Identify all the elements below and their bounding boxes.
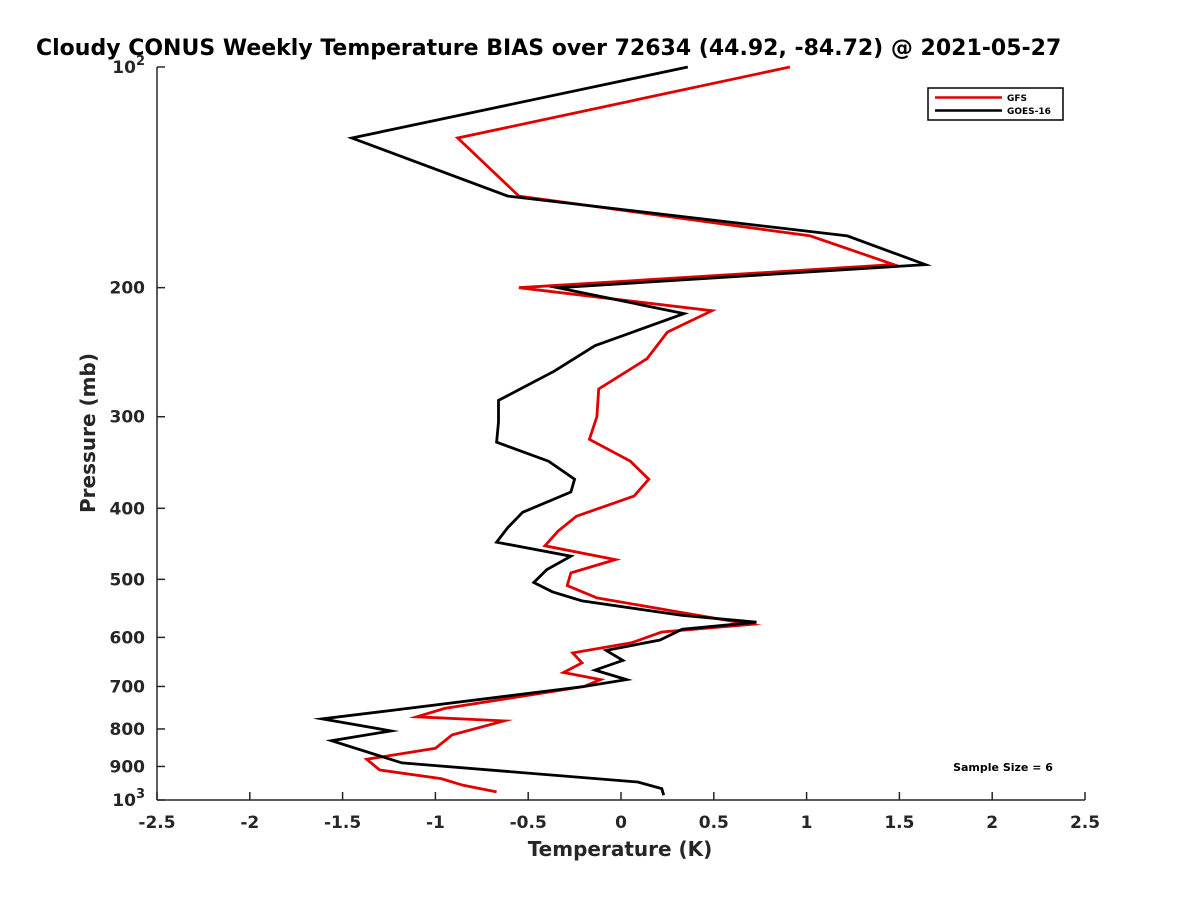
- x-axis-label: Temperature (K): [528, 837, 713, 861]
- y-axis-label: Pressure (mb): [76, 353, 100, 513]
- y-tick-label: 500: [110, 570, 146, 590]
- x-tick-label: -1: [426, 813, 445, 833]
- y-tick-label-top: 102: [112, 54, 145, 78]
- legend-label-gfs: GFS: [1007, 94, 1027, 104]
- y-tick-label: 800: [110, 720, 146, 740]
- x-tick-label: 0: [615, 813, 627, 833]
- y-tick-label: 200: [110, 279, 146, 299]
- y-tick-label-bottom: 103: [112, 787, 145, 811]
- legend: GFS GOES-16: [927, 87, 1064, 121]
- y-tick-label: 300: [110, 408, 146, 428]
- legend-box: [927, 87, 1064, 121]
- chart-title: Cloudy CONUS Weekly Temperature BIAS ove…: [36, 36, 1061, 61]
- series-line-goes16: [312, 65, 933, 796]
- legend-label-goes16: GOES-16: [1007, 107, 1051, 117]
- x-tick-label: 1: [801, 813, 813, 833]
- y-tick-label: 400: [110, 499, 146, 519]
- y-tick-label: 900: [110, 757, 146, 777]
- y-tick-label: 600: [110, 628, 146, 648]
- x-tick-label: 1.5: [884, 813, 914, 833]
- series-line-gfs: [363, 65, 901, 794]
- y-tick-label: 700: [110, 677, 146, 697]
- x-tick-label: -2: [240, 813, 259, 833]
- x-tick-label: -0.5: [510, 813, 547, 833]
- x-tick-label: 2: [986, 813, 998, 833]
- plot-area: -2.5 -2 -1.5 -1 -0.5 0 0.5 1 1.5 2 2.5 200 300 400 500…: [110, 54, 1101, 833]
- x-tick-label: 0.5: [699, 813, 729, 833]
- x-tick-label: -2.5: [138, 813, 175, 833]
- x-tick-label: -1.5: [324, 813, 361, 833]
- sample-size-annotation: Sample Size = 6: [953, 761, 1053, 774]
- x-tick-label: 2.5: [1070, 813, 1100, 833]
